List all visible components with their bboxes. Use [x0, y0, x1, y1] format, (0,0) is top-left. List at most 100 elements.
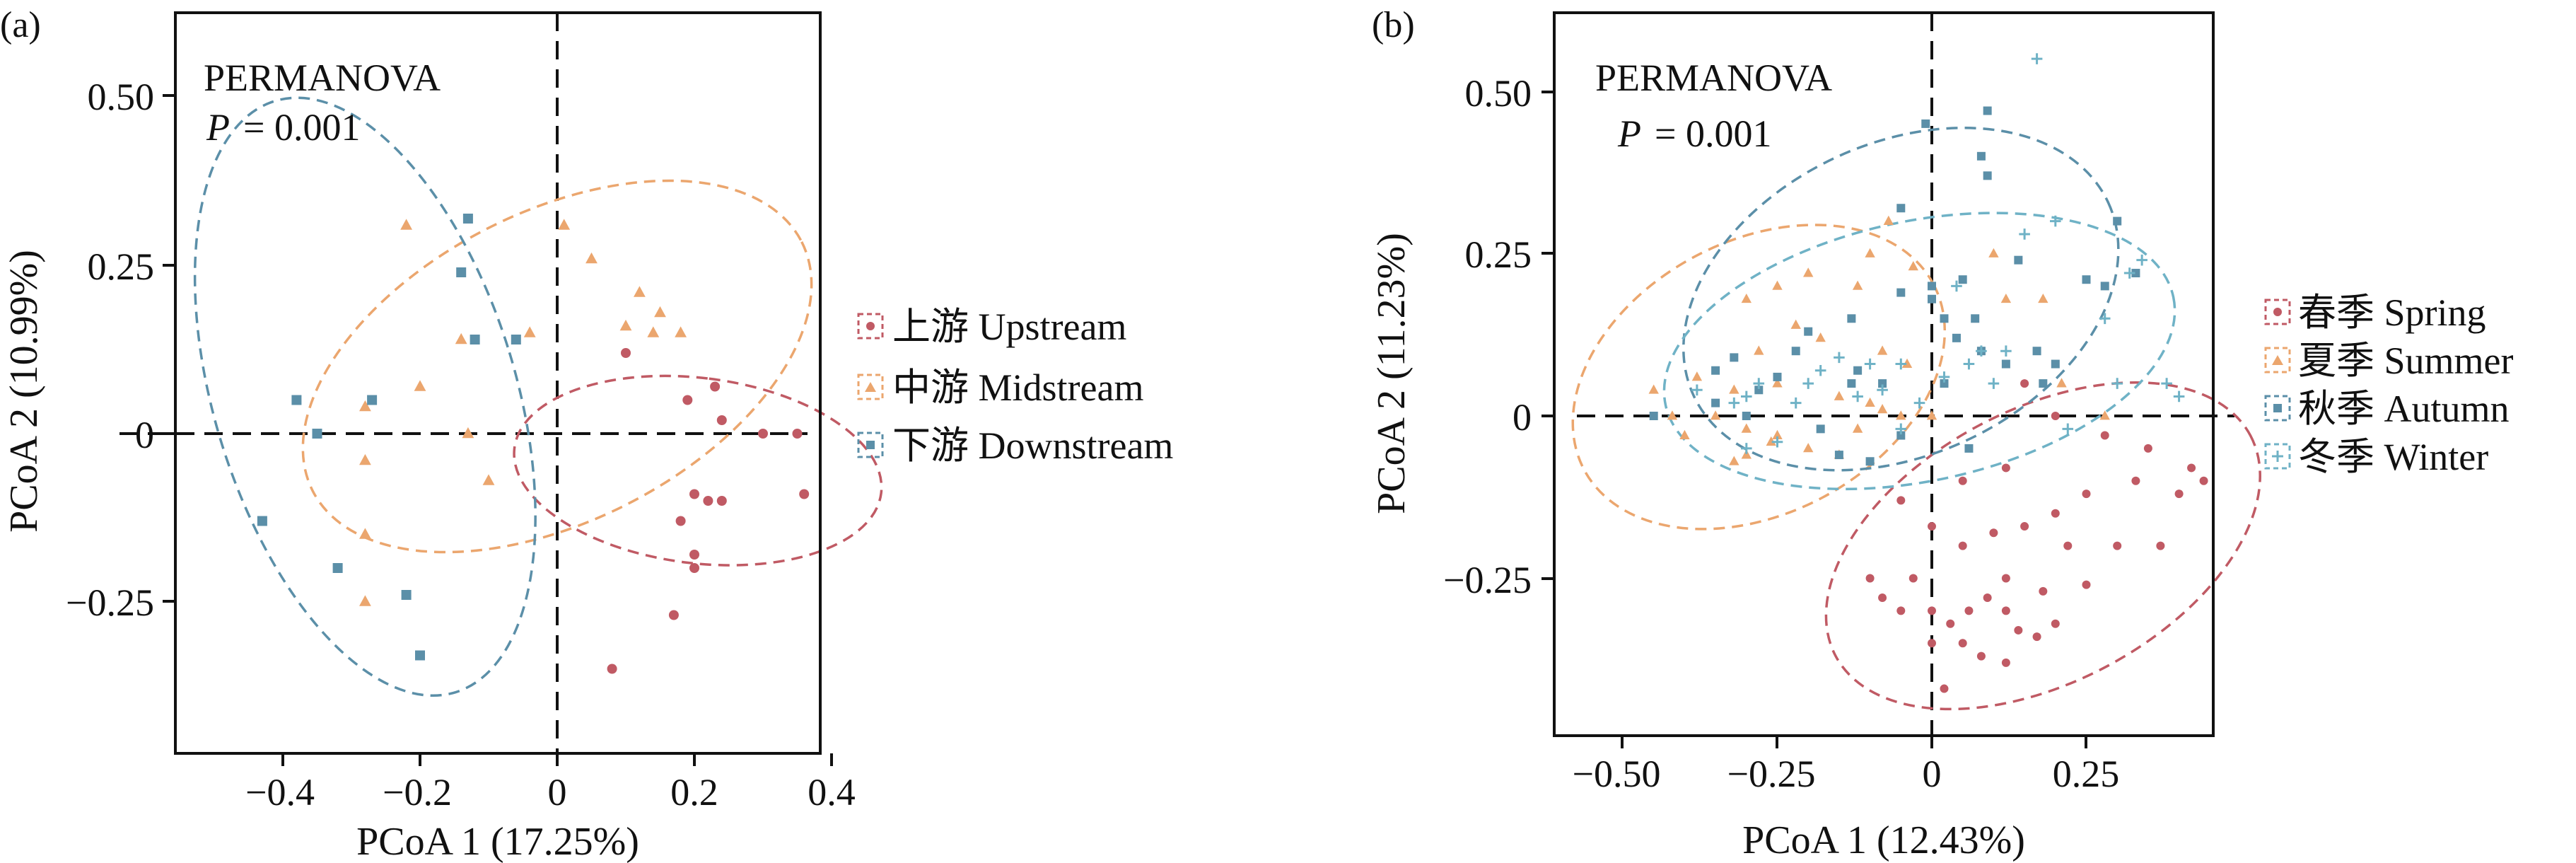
summer-data-point — [1883, 215, 1894, 225]
summer-data-point — [1901, 358, 1913, 368]
autumn-data-point — [1865, 457, 1875, 466]
spring-data-point — [1940, 684, 1949, 693]
midstream-data-point — [359, 453, 371, 465]
summer-data-point — [1988, 248, 1999, 257]
spring-data-point — [1896, 606, 1906, 615]
summer-data-point — [1865, 397, 1875, 407]
panel-a-points — [257, 214, 810, 674]
legend-item-winter: 冬季 Winter — [2264, 436, 2488, 478]
legend-item-spring: 春季 Spring — [2264, 291, 2486, 334]
winter-data-point — [1802, 378, 1814, 389]
spring-data-point — [2032, 632, 2041, 642]
panel-a-annotation-p-label: P — [206, 106, 230, 149]
autumn-data-point — [1928, 282, 1936, 291]
legend-item-downstream: 下游 Downstream — [857, 424, 1173, 467]
summer-data-point — [1772, 429, 1783, 439]
legend-spring-swatch — [2264, 299, 2291, 325]
autumn-data-point — [2100, 282, 2109, 291]
summer-data-point — [1877, 345, 1888, 355]
panel-a-annotation-title: PERMANOVA — [204, 57, 441, 99]
panel-a-y-tick-label: −0.25 — [66, 581, 154, 624]
summer-data-point — [1790, 319, 1801, 329]
midstream-data-point — [634, 286, 646, 297]
spring-data-point — [2082, 490, 2091, 499]
autumn-data-point — [1742, 412, 1751, 420]
winter-data-point — [1790, 397, 1802, 409]
spring-data-point — [2100, 431, 2109, 440]
autumn-data-point — [1983, 171, 1992, 180]
spring-data-point — [2001, 463, 2010, 473]
summer-data-point — [2000, 293, 2012, 303]
panel-b-y-axis-title: PCoA 2 (11.23%) — [1370, 233, 1414, 514]
upstream-data-point — [703, 496, 713, 506]
panel-a-x-axis: −0.4 −0.2 0 0.2 0.4 PCoA 1 (17.25%) — [245, 753, 856, 863]
autumn-data-point — [2051, 359, 2060, 369]
upstream-data-point — [716, 415, 727, 425]
winter-data-point — [1938, 371, 1950, 383]
upstream-data-point — [710, 381, 721, 392]
summer-data-point — [2038, 293, 2048, 303]
autumn-data-point — [2082, 275, 2091, 284]
upstream-data-point — [792, 429, 803, 439]
panel-b-x-tick-label: −0.50 — [1573, 753, 1661, 795]
summer-data-point — [1803, 267, 1814, 277]
upstream-confidence-ellipse — [513, 374, 883, 567]
midstream-data-point — [675, 326, 687, 337]
autumn-data-point — [2014, 255, 2023, 265]
midstream-data-point — [523, 326, 536, 337]
downstream-data-point — [291, 395, 302, 405]
downstream-data-point — [312, 429, 322, 439]
winter-data-point — [1728, 397, 1740, 409]
spring-data-point — [1958, 639, 1967, 648]
panel-b: (b) PERMANOVA P = 0.001 0.50 0.25 0 −0.2… — [1370, 5, 2514, 862]
panel-b-y-tick-label: 0.25 — [1465, 233, 1532, 276]
autumn-data-point — [1896, 204, 1906, 213]
panel-a-annotation: PERMANOVA P = 0.001 — [204, 57, 441, 149]
legend-winter-swatch — [2264, 443, 2291, 470]
autumn-data-point — [2113, 216, 2122, 226]
panel-a: (a) PERMANOVA P = 0.001 0.50 0.25 0 −0.2… — [0, 5, 1173, 863]
legend-downstream-marker-icon — [866, 441, 875, 449]
winter-data-point — [1753, 378, 1765, 389]
spring-data-point — [2199, 476, 2208, 485]
winter-data-point — [1913, 397, 1925, 409]
spring-data-point — [1928, 606, 1936, 615]
upstream-data-point — [716, 496, 727, 506]
downstream-confidence-ellipse — [193, 96, 537, 697]
spring-data-point — [1928, 522, 1936, 531]
autumn-data-point — [1940, 314, 1949, 323]
legend-summer-label: 夏季 Summer — [2298, 340, 2514, 382]
winter-data-point — [2099, 313, 2111, 325]
midstream-data-point — [359, 595, 371, 606]
downstream-data-point — [511, 335, 521, 344]
midstream-data-point — [619, 319, 632, 331]
legend-autumn-swatch — [2264, 395, 2291, 422]
legend-upstream-swatch — [857, 313, 884, 340]
autumn-data-point — [1816, 424, 1825, 434]
panel-a-annotation-p-value: = 0.001 — [243, 106, 360, 149]
spring-data-point — [1928, 639, 1936, 648]
panel-a-y-tick-label: 0.25 — [88, 245, 155, 288]
summer-data-point — [1908, 261, 1918, 271]
midstream-data-point — [482, 474, 495, 485]
legend-item-autumn: 秋季 Autumn — [2264, 388, 2510, 430]
summer-data-point — [1754, 345, 1764, 355]
downstream-data-point — [462, 214, 473, 224]
spring-data-point — [1983, 593, 1992, 603]
panel-a-legend: 上游 Upstream 中游 Midstream 下游 Downstream — [857, 306, 1173, 467]
panel-b-label: (b) — [1372, 5, 1415, 45]
spring-data-point — [2051, 509, 2060, 518]
winter-data-point — [1814, 364, 1826, 376]
autumn-data-point — [1649, 412, 1658, 420]
downstream-data-point — [470, 335, 480, 344]
panel-a-ellipses — [193, 96, 883, 697]
summer-data-point — [1729, 456, 1739, 465]
midstream-data-point — [462, 427, 474, 439]
downstream-data-point — [456, 267, 467, 277]
spring-data-point — [2001, 606, 2010, 615]
downstream-data-point — [332, 563, 343, 573]
summer-data-point — [1926, 410, 1937, 420]
panel-b-y-tick-label: −0.25 — [1443, 559, 1532, 601]
autumn-data-point — [1896, 288, 1906, 297]
spring-data-point — [2156, 541, 2165, 550]
